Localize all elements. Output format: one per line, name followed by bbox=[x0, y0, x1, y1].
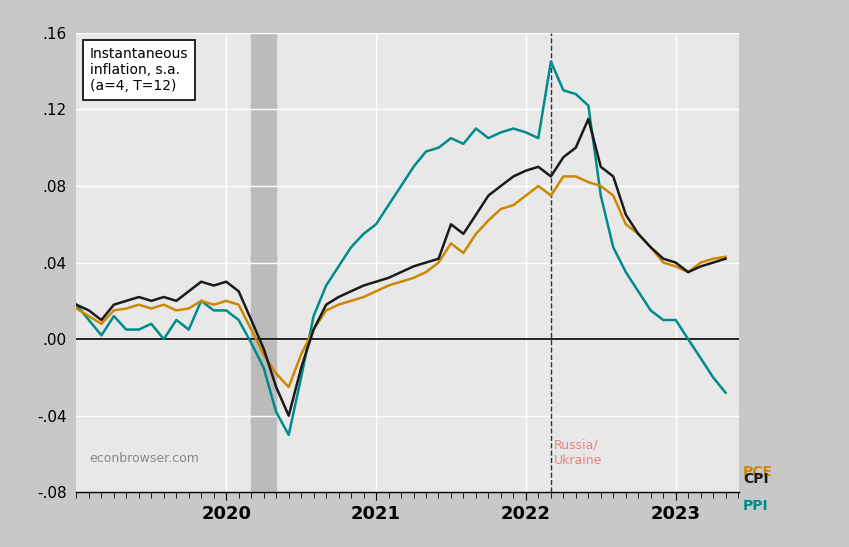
Bar bbox=[251, 33, 276, 492]
Text: Instantaneous
inflation, s.a.
(a=4, T=12): Instantaneous inflation, s.a. (a=4, T=12… bbox=[90, 46, 188, 93]
Text: econbrowser.com: econbrowser.com bbox=[90, 452, 200, 465]
Text: Russia/
Ukraine: Russia/ Ukraine bbox=[554, 439, 602, 467]
Text: PCE: PCE bbox=[743, 465, 773, 479]
Text: PPI: PPI bbox=[743, 499, 768, 513]
Text: CPI: CPI bbox=[743, 472, 768, 486]
